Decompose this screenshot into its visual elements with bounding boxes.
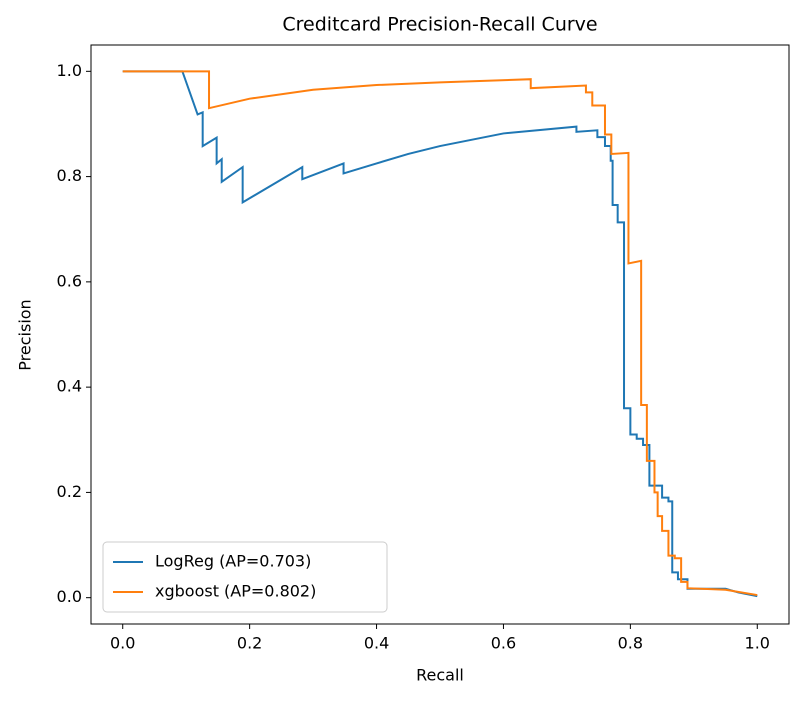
x-tick-label: 0.6 bbox=[491, 634, 516, 653]
y-axis-label: Precision bbox=[16, 299, 35, 370]
y-tick-label: 0.2 bbox=[57, 482, 82, 501]
plot-frame bbox=[90, 44, 790, 625]
x-tick-label: 0.8 bbox=[618, 634, 643, 653]
series-line bbox=[122, 70, 758, 597]
x-tick-label: 0.4 bbox=[364, 634, 389, 653]
chart-title: Creditcard Precision-Recall Curve bbox=[282, 14, 597, 36]
x-tick-label: 1.0 bbox=[745, 634, 770, 653]
legend-label: xgboost (AP=0.802) bbox=[155, 582, 316, 601]
series-line bbox=[122, 70, 758, 598]
legend-box bbox=[102, 541, 388, 613]
x-tick-label: 0.2 bbox=[237, 634, 262, 653]
legend-label: LogReg (AP=0.703) bbox=[155, 552, 311, 571]
x-axis-label: Recall bbox=[416, 666, 464, 685]
y-tick-label: 1.0 bbox=[57, 61, 82, 80]
y-tick-label: 0.4 bbox=[57, 377, 82, 396]
y-tick-label: 0.8 bbox=[57, 166, 82, 185]
y-tick-label: 0.6 bbox=[57, 271, 82, 290]
legend: LogReg (AP=0.703) xgboost (AP=0.802) bbox=[102, 541, 388, 613]
y-tick-label: 0.0 bbox=[57, 587, 82, 606]
x-tick-label: 0.0 bbox=[110, 634, 135, 653]
